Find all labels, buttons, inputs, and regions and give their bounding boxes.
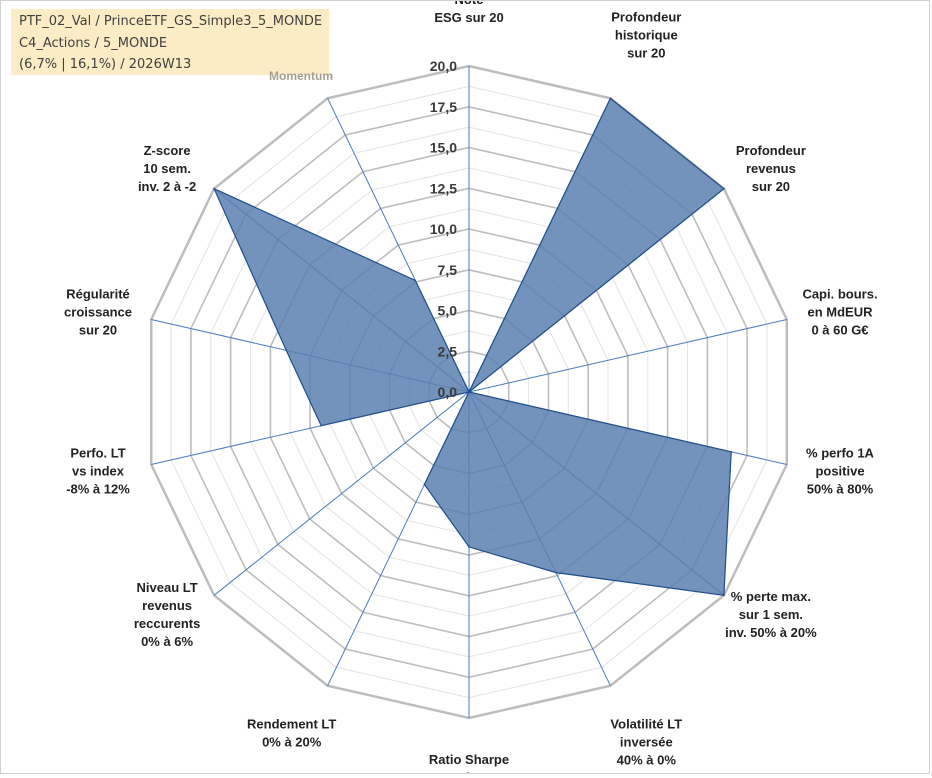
axis-label-line: 50% à 80%	[807, 482, 874, 497]
data-point	[423, 483, 426, 486]
axis-label-line: Z-score	[144, 143, 191, 158]
series-area	[212, 97, 732, 596]
tick-label: 5,0	[438, 303, 458, 319]
axis-label-line: Volatilité LT	[610, 717, 682, 732]
axis-labels: Note ESG sur 20 Profondeur historique sur 20…	[64, 0, 878, 778]
tick-label: 17,5	[430, 99, 457, 115]
axis-label: % perte max. sur 1 sem. inv. 50% à 20%	[725, 589, 817, 640]
tick-label: 15,0	[430, 140, 457, 156]
axis-label-line: sur 20	[627, 46, 665, 61]
data-point	[468, 546, 470, 548]
radial-tick-labels: 0,0 2,5 5,0 7,5 10,0 12,5 15,0 17,5 20,0	[430, 58, 457, 400]
data-point	[555, 571, 557, 574]
axis-label-line: revenus	[746, 161, 796, 176]
data-point	[320, 424, 323, 427]
tick-label: 0,0	[438, 384, 458, 400]
axis-label-line: inv. 2 à -2	[138, 179, 196, 194]
axis-label-line: Profondeur	[736, 143, 806, 158]
data-point	[213, 187, 215, 190]
performance-period: (6,7% | 16,1%) / 2026W13	[19, 57, 192, 72]
axis-label-line: 0% à 20%	[262, 735, 322, 750]
axis-label: Profondeur historique sur 20	[611, 10, 681, 61]
axis-label: Profondeur revenus sur 20	[736, 143, 806, 194]
axis-label-line: inversée	[620, 735, 673, 750]
axis-label-line: sur 20	[752, 179, 790, 194]
axis-label: % perfo 1A positive 50% à 80%	[806, 446, 875, 497]
data-point	[414, 279, 417, 282]
data-point	[730, 451, 732, 453]
axis-label-line: 40% à 0%	[617, 753, 677, 768]
axis-label-line: revenus	[142, 598, 192, 613]
axis-label-line: % perte max.	[731, 589, 811, 604]
axis-label-line: inv. 50% à 20%	[725, 625, 817, 640]
axis-label-line: Note	[455, 1, 484, 7]
axis-label: Note ESG sur 20	[434, 1, 503, 25]
axis-spoke	[468, 319, 787, 393]
tick-label: 7,5	[438, 262, 458, 278]
portfolio-info-box: PTF_02_Val / PrinceETF_GS_Simple3_5_MOND…	[11, 9, 333, 83]
axis-label-line: ESG sur 20	[434, 10, 503, 25]
axis-label-line: sur 20	[79, 322, 117, 337]
data-point	[285, 349, 288, 352]
axis-label-line: % perfo 1A	[806, 446, 875, 461]
axis-label: Régularité croissance sur 20	[64, 286, 132, 337]
axis-label-line: Niveau LT	[137, 580, 198, 595]
axis-label-line: Perfo. LT	[70, 446, 125, 461]
axis-label-line: sur 1 sem.	[739, 607, 803, 622]
axis-label-line: historique	[615, 28, 678, 43]
portfolio-name: PTF_02_Val / PrinceETF_GS_Simple3_5_MOND…	[19, 14, 323, 29]
radar-series	[212, 97, 732, 597]
tick-label: 20,0	[430, 58, 457, 74]
data-point	[609, 97, 612, 100]
axis-label-line: 0% à 6%	[141, 634, 193, 649]
axis-label: Z-score 10 sem. inv. 2 à -2	[138, 143, 196, 194]
axis-label-line: 10 sem.	[143, 161, 191, 176]
axis-label-line: 0 à 1	[455, 770, 484, 773]
axis-spoke	[213, 391, 470, 596]
data-point	[723, 187, 725, 190]
momentum-label: Momentum	[269, 69, 333, 83]
axis-label-line: Régularité	[66, 286, 130, 301]
axis-label-line: reccurents	[134, 616, 200, 631]
axis-label-line: vs index	[72, 464, 125, 479]
axis-label-line: Rendement LT	[247, 717, 336, 732]
axis-label-line: croissance	[64, 304, 132, 319]
axis-label-line: -8% à 12%	[66, 482, 130, 497]
tick-label: 12,5	[430, 180, 457, 196]
axis-label-line: Profondeur	[611, 10, 681, 25]
asset-class: C4_Actions / 5_MONDE	[19, 36, 168, 51]
axis-label: Perfo. LT vs index -8% à 12%	[66, 446, 130, 497]
axis-label: Capi. bours. en MdEUR 0 à 60 G€	[802, 286, 877, 337]
axis-label-line: positive	[815, 464, 864, 479]
data-point	[468, 391, 470, 393]
axis-label-line: Ratio Sharpe	[429, 752, 509, 767]
tick-label: 10,0	[430, 221, 457, 237]
axis-label-line: Capi. bours.	[802, 286, 877, 301]
axis-label: Ratio Sharpe 0 à 1	[429, 752, 509, 773]
axis-label: Volatilité LT inversée 40% à 0%	[610, 717, 682, 768]
data-point	[723, 594, 725, 597]
axis-label: Niveau LT revenus reccurents 0% à 6%	[134, 580, 200, 649]
axis-label-line: en MdEUR	[808, 304, 874, 319]
tick-label: 2,5	[438, 343, 458, 359]
axis-label: Rendement LT 0% à 20%	[247, 717, 336, 750]
axis-label-line: 0 à 60 G€	[811, 322, 868, 337]
